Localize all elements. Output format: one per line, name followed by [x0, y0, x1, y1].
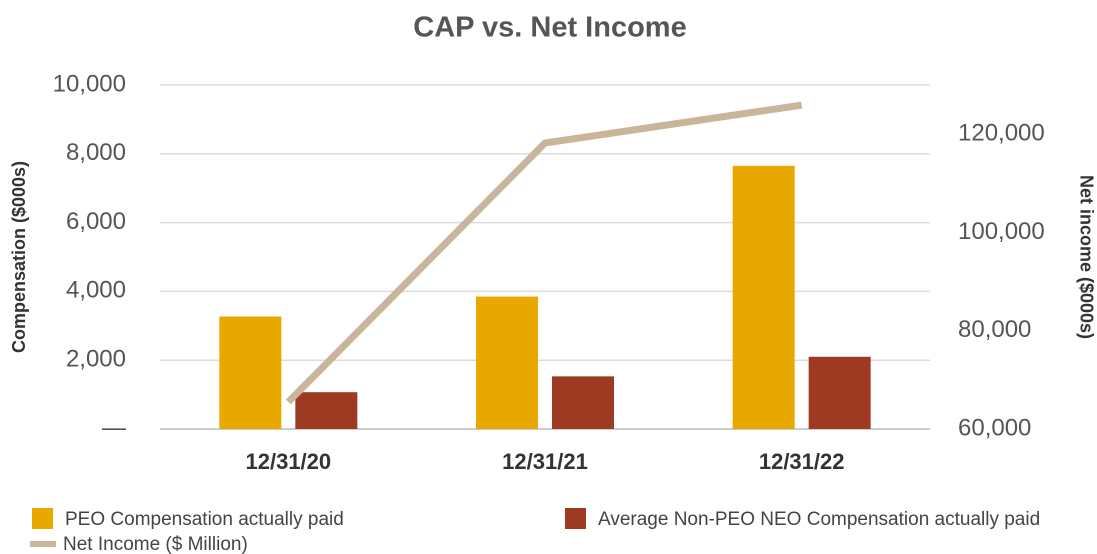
x-tick-label: 12/31/22	[759, 449, 845, 474]
y-axis-title: Compensation ($000s)	[9, 161, 29, 353]
bar	[732, 165, 795, 429]
chart-title: CAP vs. Net Income	[413, 12, 686, 44]
legend-swatch	[565, 508, 586, 529]
y-tick-label: 6,000	[66, 208, 126, 235]
y-tick-label: 4,000	[66, 277, 126, 304]
line	[285, 101, 803, 405]
legend-label: PEO Compensation actually paid	[65, 509, 344, 530]
y-tick-label: —	[102, 414, 126, 441]
y-tick-label: 8,000	[66, 139, 126, 166]
x-tick-label: 12/31/21	[502, 449, 588, 474]
bar	[552, 376, 614, 429]
bar	[476, 296, 538, 429]
bar	[808, 356, 871, 429]
y2-tick-label: 100,000	[958, 218, 1045, 245]
y2-axis-title: Net income ($000s)	[1076, 175, 1096, 339]
x-tick-label: 12/31/20	[246, 449, 332, 474]
legend-label: Average Non-PEO NEO Compensation actuall…	[598, 509, 1040, 530]
y2-tick-label: 120,000	[958, 119, 1045, 146]
legend-swatch	[32, 508, 53, 529]
bar	[219, 316, 282, 429]
y2-tick-label: 80,000	[958, 316, 1031, 343]
y-tick-label: 2,000	[66, 346, 126, 373]
y2-tick-label: 60,000	[958, 414, 1031, 441]
bar	[295, 392, 358, 429]
y-tick-label: 10,000	[53, 70, 126, 97]
legend-label: Net Income ($ Million)	[63, 534, 248, 554]
